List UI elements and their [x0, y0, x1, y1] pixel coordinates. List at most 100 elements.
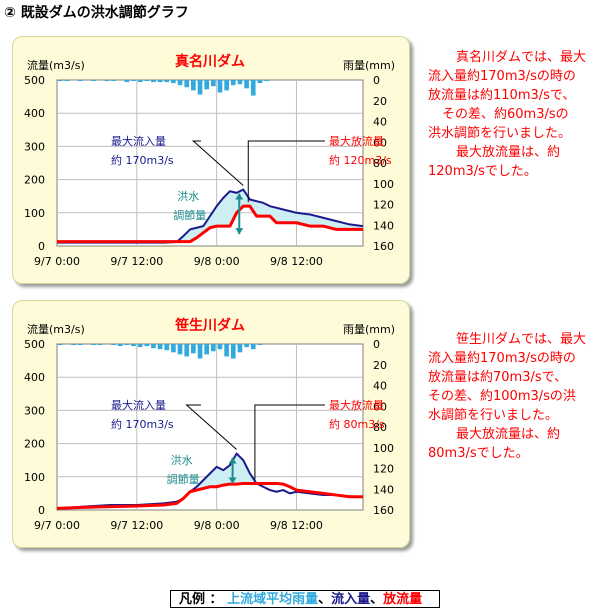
max-outflow-value: 約 120m3/s: [329, 153, 392, 167]
y2-tick-label: 120: [373, 199, 394, 212]
max-outflow-value: 約 80m3/s: [329, 417, 385, 431]
rainfall-bar: [151, 344, 156, 349]
rainfall-bar: [124, 80, 130, 83]
rainfall-bar: [131, 344, 136, 347]
legend-sep: 、: [318, 592, 332, 607]
y2-tick-label: 100: [373, 178, 394, 191]
chart-panel-sasougawa: 笹生川ダム 流量(m3/s) 雨量(mm) 0 100 200 300 400 500 0 20 40…: [12, 300, 410, 548]
legend: 凡例 ： 上流域平均雨量、流入量、放流量: [170, 590, 440, 608]
rainfall-bar: [224, 344, 229, 357]
legend-outflow: 放流量: [383, 592, 423, 607]
y2-tick-label: 80: [373, 157, 387, 170]
rainfall-bar: [57, 80, 63, 82]
y2-tick-label: 140: [373, 483, 394, 496]
y-tick-label: 100: [24, 207, 45, 220]
rainfall-bar: [204, 344, 210, 355]
y-axis-label: 流量(m3/s): [27, 58, 85, 72]
legend-sep: 、: [370, 592, 384, 607]
inflow-line: [56, 452, 363, 510]
chart-panel-managawa: 真名川ダム 流量(m3/s) 雨量(mm) 0 100 200 300 400 500 0 20 40…: [12, 36, 410, 284]
rainfall-bar: [191, 80, 196, 91]
y2-tick-label: 40: [373, 116, 387, 129]
rainfall-bar: [197, 80, 203, 95]
y-tick-label: 300: [24, 140, 45, 153]
rainfall-bar: [244, 344, 249, 348]
rainfall-bar: [184, 80, 190, 88]
note-line: 流入量約170m3/sの時の: [428, 69, 576, 84]
x-tick-label: 9/7 0:00: [34, 255, 80, 268]
chart-title: 真名川ダム: [175, 53, 245, 70]
max-outflow-label: 最大放流量: [329, 134, 384, 148]
rainfall-bar: [144, 80, 150, 82]
rainfall-bar: [217, 344, 223, 350]
max-inflow-label: 最大流入量: [111, 398, 166, 412]
y-tick-label: 500: [24, 338, 45, 351]
rainfall-bar: [124, 344, 130, 346]
rainfall-bar: [210, 80, 216, 87]
y-tick-label: 100: [24, 471, 45, 484]
chart-managawa-dam: 真名川ダム 流量(m3/s) 雨量(mm) 0 100 200 300 400 500 0 20 40…: [24, 53, 395, 268]
y-tick-label: 0: [38, 240, 45, 253]
y2-axis-label: 雨量(mm): [343, 323, 395, 336]
note-line: 80m3/sでした。: [428, 446, 529, 461]
rainfall-bar: [151, 80, 156, 83]
max-inflow-label: 最大流入量: [111, 134, 166, 148]
y-tick-label: 0: [38, 504, 45, 517]
note-line: 真名川ダムでは、最大: [456, 50, 587, 65]
rainfall-bar: [177, 80, 183, 86]
note-managawa: 真名川ダムでは、最大 流入量約170m3/sの時の 放流量は約110m3/sで、…: [428, 48, 600, 181]
x-tick-label: 9/8 12:00: [270, 255, 323, 268]
max-inflow-value: 約 170m3/s: [111, 153, 174, 167]
y-tick-label: 200: [24, 438, 45, 451]
y2-tick-label: 60: [373, 136, 387, 149]
arrow-head-icon: [228, 457, 237, 464]
rainfall-bar: [111, 344, 116, 346]
rainfall-bar: [244, 80, 249, 89]
rainfall-bar: [91, 344, 96, 346]
y2-tick-label: 20: [373, 359, 387, 372]
legend-prefix: 凡例 ：: [179, 592, 223, 607]
note-line: 流入量約170m3/sの時の: [428, 351, 576, 366]
rainfall-bar: [230, 80, 236, 86]
note-line: その差、約100m3/sの洪: [428, 389, 576, 404]
x-tick-label: 9/8 0:00: [194, 255, 240, 268]
x-tick-label: 9/7 12:00: [110, 255, 163, 268]
rainfall-bar: [137, 80, 143, 83]
flood-control-label: 洪水: [171, 453, 193, 467]
max-inflow-leader: [185, 404, 237, 450]
y-tick-label: 200: [24, 174, 45, 187]
y2-tick-label: 140: [373, 219, 394, 232]
rainfall-bar: [191, 344, 196, 354]
rainfall-bar: [137, 344, 143, 348]
flood-control-label: 調節量: [167, 472, 200, 486]
legend-rain: 上流域平均雨量: [227, 592, 319, 607]
rainfall-bar: [104, 80, 110, 82]
rainfall-bar: [184, 344, 190, 357]
rainfall-bar: [210, 344, 216, 352]
y2-tick-label: 40: [373, 380, 387, 393]
rainfall-bar: [177, 344, 183, 355]
x-tick-label: 9/8 0:00: [194, 519, 240, 532]
y2-tick-label: 0: [373, 74, 380, 87]
x-tick-label: 9/7 0:00: [34, 519, 80, 532]
y-tick-label: 500: [24, 74, 45, 87]
rainfall-bar: [204, 80, 210, 90]
rainfall-bar: [257, 80, 263, 84]
x-tick-label: 9/8 12:00: [270, 519, 323, 532]
section-title: ② 既設ダムの洪水調節グラフ: [4, 5, 189, 21]
arrow-head-icon: [235, 228, 244, 235]
y2-tick-label: 20: [373, 95, 387, 108]
y-tick-label: 300: [24, 404, 45, 417]
note-line: 120m3/sでした。: [428, 164, 537, 179]
flood-control-label: 洪水: [177, 189, 199, 203]
note-sasougawa: 笹生川ダムでは、最大 流入量約170m3/sの時の 放流量は約70m3/sで、 …: [428, 330, 600, 463]
rainfall-bar: [111, 80, 116, 82]
rainfall-bar: [97, 344, 103, 346]
y2-tick-label: 60: [373, 400, 387, 413]
max-outflow-leader: [254, 404, 325, 480]
rainfall-bar: [144, 344, 150, 347]
arrow-head-icon: [228, 477, 237, 484]
rainfall-bar: [264, 80, 269, 82]
note-line: 最大放流量は、約: [456, 427, 561, 442]
outflow-line: [57, 204, 363, 244]
